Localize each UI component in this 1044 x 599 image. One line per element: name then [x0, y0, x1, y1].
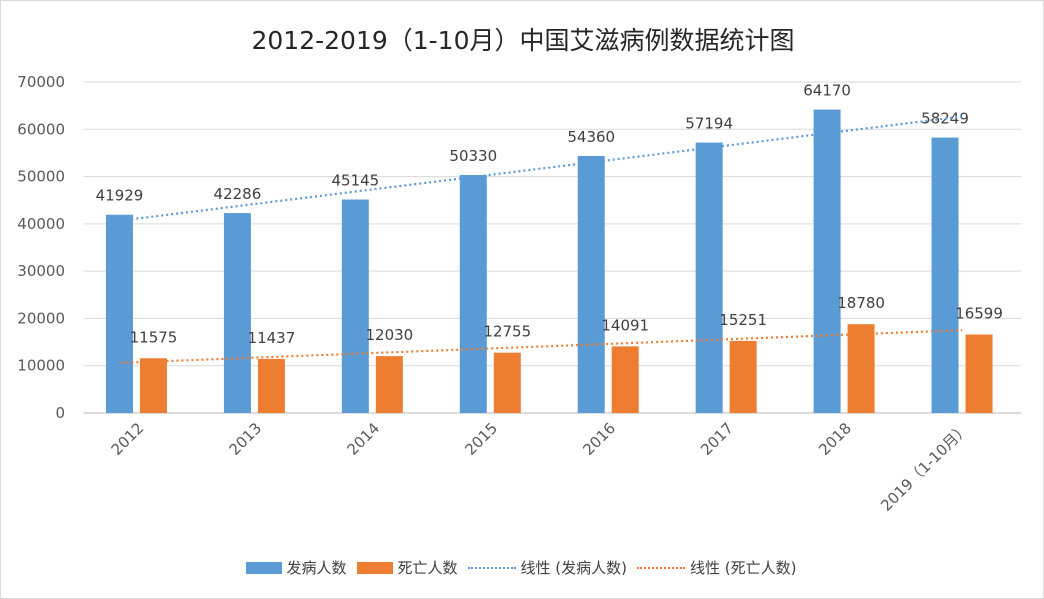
- y-tick-label: 30000: [17, 262, 65, 280]
- bar-deaths: [375, 356, 403, 413]
- legend-swatch: [637, 566, 686, 569]
- data-label: 64170: [803, 82, 851, 100]
- x-tick-label: 2019（1-10月）: [877, 419, 973, 515]
- bar-incidence: [813, 109, 841, 414]
- data-label: 41929: [96, 187, 144, 205]
- legend: 发病人数 死亡人数 线性 (发病人数) 线性 (死亡人数): [1, 557, 1043, 578]
- bar-deaths: [611, 346, 639, 413]
- legend-label: 死亡人数: [397, 559, 458, 577]
- chart-title: 2012-2019（1-10月）中国艾滋病例数据统计图: [251, 26, 795, 55]
- bar-incidence: [105, 214, 133, 413]
- x-tick-label: 2016: [579, 419, 619, 459]
- data-label: 57194: [685, 115, 733, 133]
- legend-label: 线性 (死亡人数): [690, 559, 797, 577]
- bar-incidence: [223, 213, 251, 413]
- x-tick-label: 2013: [226, 419, 266, 459]
- y-tick-label: 40000: [17, 215, 65, 233]
- data-label: 12030: [365, 326, 413, 344]
- x-tick-label: 2012: [108, 419, 148, 459]
- legend-item-trend-deaths: 线性 (死亡人数): [637, 557, 797, 578]
- legend-label: 发病人数: [286, 559, 347, 577]
- data-label: 50330: [449, 147, 497, 165]
- bar-deaths: [847, 324, 875, 413]
- bar-deaths: [257, 358, 285, 413]
- bar-deaths: [729, 340, 757, 413]
- bar-incidence: [459, 175, 487, 413]
- bar-incidence: [695, 142, 723, 414]
- legend-swatch: [245, 561, 282, 574]
- y-tick-label: 60000: [17, 120, 65, 138]
- trendline: [121, 329, 963, 364]
- y-tick-label: 50000: [17, 168, 65, 186]
- x-tick-label: 2014: [343, 419, 383, 459]
- data-label: 58249: [921, 110, 969, 128]
- x-tick-label: 2015: [461, 419, 501, 459]
- trendline: [121, 115, 963, 222]
- y-tick-label: 20000: [17, 309, 65, 327]
- y-tick-label: 0: [55, 404, 65, 422]
- bar-deaths: [493, 352, 521, 413]
- data-label: 18780: [837, 294, 885, 312]
- data-label: 54360: [567, 128, 615, 146]
- bar-deaths: [965, 334, 993, 413]
- data-label: 14091: [601, 316, 649, 334]
- x-tick-label: 2017: [697, 419, 737, 459]
- legend-item-incidence: 发病人数: [245, 557, 347, 578]
- data-label: 42286: [214, 185, 262, 203]
- legend-swatch: [356, 561, 393, 574]
- legend-swatch: [467, 566, 516, 569]
- data-label: 45145: [331, 172, 379, 190]
- legend-item-trend-incidence: 线性 (发病人数): [467, 557, 628, 578]
- y-tick-label: 10000: [17, 357, 65, 375]
- bar-incidence: [931, 137, 959, 414]
- data-label: 11575: [130, 328, 178, 346]
- data-label: 12755: [483, 323, 531, 341]
- data-label: 15251: [719, 311, 767, 329]
- data-label: 16599: [955, 305, 1003, 323]
- legend-item-deaths: 死亡人数: [356, 557, 458, 578]
- y-tick-label: 70000: [17, 73, 65, 91]
- x-tick-label: 2018: [815, 419, 855, 459]
- bar-incidence: [341, 199, 369, 413]
- bar-incidence: [577, 155, 605, 413]
- bar-deaths: [139, 358, 167, 413]
- legend-label: 线性 (发病人数): [520, 559, 628, 577]
- data-label: 11437: [248, 329, 296, 347]
